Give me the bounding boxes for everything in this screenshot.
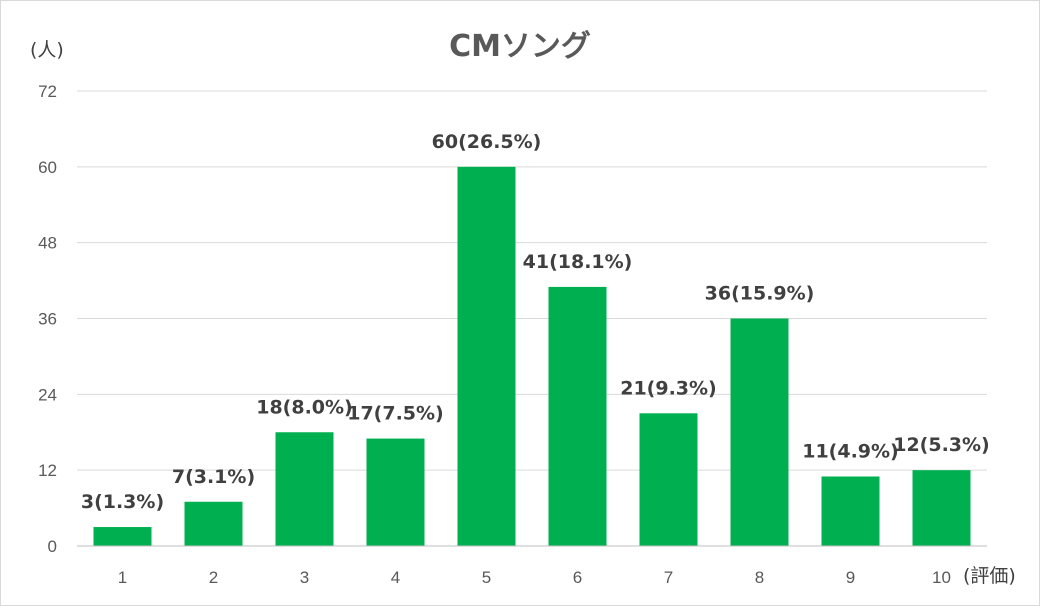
- data-label: 17(7.5%): [347, 403, 444, 425]
- data-label: 60(26.5%): [432, 131, 542, 153]
- bar: [639, 413, 698, 546]
- y-tick-label: 36: [38, 310, 57, 329]
- bar: [275, 432, 334, 546]
- x-tick-label: 4: [391, 568, 400, 587]
- x-tick-label: 8: [755, 568, 764, 587]
- data-label: 41(18.1%): [523, 251, 633, 273]
- data-label: 3(1.3%): [81, 491, 164, 513]
- chart-title: CMソング: [449, 29, 591, 64]
- x-tick-label: 9: [846, 568, 855, 587]
- x-tick-label: 3: [300, 568, 309, 587]
- bar: [912, 470, 971, 546]
- gridlines: [77, 90, 987, 471]
- bar: [93, 527, 152, 546]
- x-tick-label: 1: [118, 568, 127, 587]
- x-tick-label: 10: [932, 568, 951, 587]
- x-tick-label: 5: [482, 568, 491, 587]
- bar: [366, 438, 425, 546]
- data-label: 12(5.3%): [893, 434, 990, 456]
- data-label: 21(9.3%): [620, 377, 717, 399]
- data-label: 36(15.9%): [705, 283, 815, 305]
- y-axis-unit-label: (人): [30, 39, 64, 61]
- data-labels: 3(1.3%) 7(3.1%) 18(8.0%)17(7.5%) 60(26.5%) 4…: [81, 131, 990, 513]
- x-tick-label: 7: [664, 568, 673, 587]
- y-axis-ticks: 0 12 24 36 48 60 72: [38, 82, 57, 556]
- bar: [821, 476, 880, 546]
- y-tick-label: 48: [38, 234, 57, 253]
- data-label: 7(3.1%): [172, 466, 255, 488]
- bar: [548, 286, 607, 546]
- data-label: 11(4.9%): [802, 440, 899, 462]
- y-tick-label: 12: [38, 461, 57, 480]
- bar: [184, 501, 243, 546]
- x-tick-label: 2: [209, 568, 218, 587]
- y-tick-label: 72: [38, 82, 57, 101]
- y-tick-label: 0: [48, 537, 57, 556]
- bar: [457, 166, 516, 547]
- data-label: 18(8.0%): [256, 396, 353, 418]
- y-tick-label: 60: [38, 158, 57, 177]
- x-axis-ticks: 1 2 3 4 5 6 7 8 9 10: [118, 568, 951, 587]
- bars: [93, 166, 971, 547]
- x-axis-unit-label: (評価): [963, 565, 1016, 587]
- bar: [730, 318, 789, 546]
- x-tick-label: 6: [573, 568, 582, 587]
- y-tick-label: 24: [38, 385, 57, 404]
